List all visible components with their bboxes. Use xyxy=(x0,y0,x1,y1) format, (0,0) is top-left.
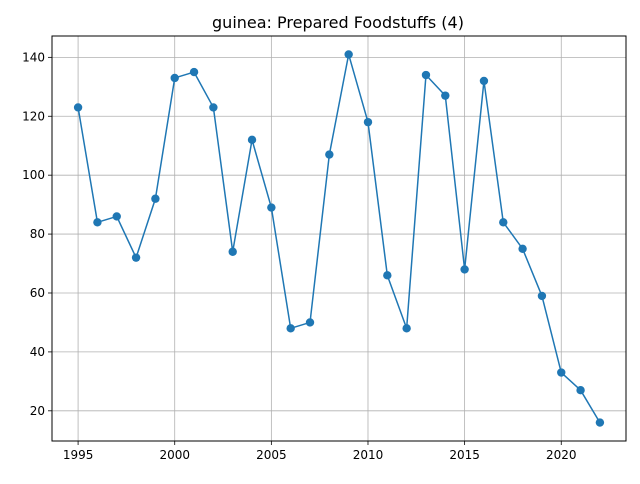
x-tick-label: 2015 xyxy=(449,448,480,462)
data-point xyxy=(537,291,547,301)
grid xyxy=(52,36,626,441)
data-point xyxy=(402,324,411,333)
data-point xyxy=(189,67,199,77)
data-point xyxy=(499,218,508,227)
data-point xyxy=(479,76,489,86)
data-point xyxy=(421,70,431,80)
data-point xyxy=(518,244,527,254)
data-point xyxy=(595,418,605,427)
data-point xyxy=(73,103,83,112)
y-tick-label: 120 xyxy=(22,109,45,123)
data-point xyxy=(344,50,353,59)
data-point xyxy=(247,135,257,145)
data-point xyxy=(131,253,141,262)
x-tick-label: 2005 xyxy=(256,448,287,462)
y-tick-label: 100 xyxy=(22,168,45,182)
y-tick-label: 40 xyxy=(30,345,45,359)
data-point xyxy=(228,247,237,256)
chart-title: guinea: Prepared Foodstuffs (4) xyxy=(212,13,464,32)
data-point xyxy=(441,91,450,100)
data-point xyxy=(305,318,315,327)
y-tick-label: 20 xyxy=(30,404,45,418)
data-point xyxy=(576,385,585,395)
data-point xyxy=(151,194,160,203)
series-layer xyxy=(73,50,605,427)
data-point xyxy=(112,212,121,221)
data-point xyxy=(286,324,295,333)
y-tick-label: 80 xyxy=(30,227,45,241)
data-point xyxy=(93,218,102,227)
data-point xyxy=(363,117,373,127)
data-point xyxy=(460,265,469,274)
y-tick-label: 60 xyxy=(30,286,45,300)
data-point xyxy=(267,203,276,212)
data-point xyxy=(325,150,334,159)
y-axis-ticks: 20 40 60 80 100 120 140 xyxy=(22,50,52,418)
x-axis-ticks: 1995 2000 2005 2010 2015 2020 xyxy=(63,441,577,462)
data-point xyxy=(209,103,218,112)
data-point xyxy=(383,271,392,280)
x-tick-label: 1995 xyxy=(63,448,94,462)
series-line xyxy=(77,53,601,423)
data-point xyxy=(170,73,179,83)
plot-frame xyxy=(51,35,627,442)
x-tick-label: 2000 xyxy=(159,448,190,462)
data-point xyxy=(557,368,566,377)
y-tick-label: 140 xyxy=(22,50,45,64)
x-tick-label: 2010 xyxy=(353,448,384,462)
x-tick-label: 2020 xyxy=(546,448,577,462)
